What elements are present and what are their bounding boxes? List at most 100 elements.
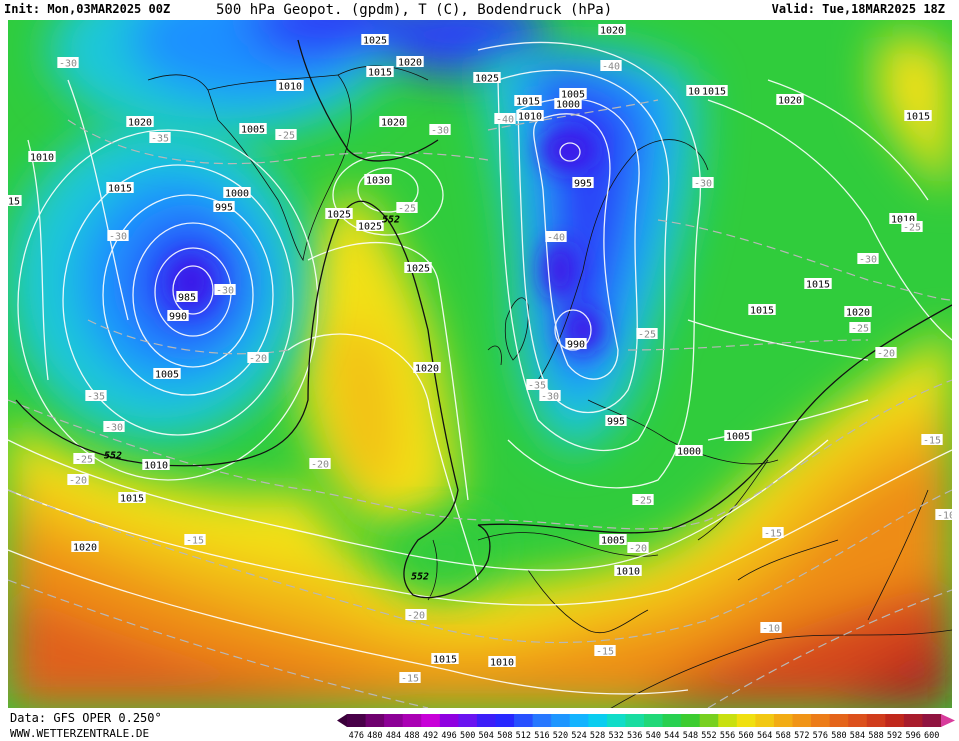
temperature-label-text: -30 — [59, 59, 77, 70]
pressure-label: 1005 — [153, 368, 181, 381]
pressure-label-box — [213, 201, 235, 212]
pressure-label: 1025 — [473, 72, 501, 85]
pressure-label-text: 1015 — [120, 494, 144, 505]
color-scale-max-arrow — [941, 714, 955, 727]
temperature-label-box — [275, 129, 297, 140]
temperature-label: -15 — [762, 527, 784, 540]
color-scale-swatch — [662, 714, 682, 727]
pressure-label-box — [118, 492, 146, 503]
temperature-label-box — [921, 434, 943, 445]
color-scale-tick-label: 560 — [738, 731, 753, 741]
temperature-label-text: -30 — [109, 232, 127, 243]
pressure-label: 1010 — [276, 80, 304, 93]
color-scale-tick-label: 492 — [423, 731, 438, 741]
pressure-label: 1015 — [118, 492, 146, 505]
color-scale-swatch — [922, 714, 942, 727]
pressure-label-box — [413, 362, 441, 373]
temperature-label-box — [103, 421, 125, 432]
pressure-label: 1020 — [379, 116, 407, 129]
pressure-label: 1015 — [514, 95, 542, 108]
temperature-label: -25 — [396, 202, 418, 215]
color-scale-swatch — [532, 714, 552, 727]
pressure-label-box — [700, 85, 728, 96]
pressure-label-box — [605, 415, 627, 426]
color-scale-tick-label: 528 — [590, 731, 605, 741]
pressure-label-box — [488, 656, 516, 667]
pressure-label-box — [106, 182, 134, 193]
temperature-label-box — [405, 609, 427, 620]
color-scale-swatch — [365, 714, 385, 727]
temperature-label: -30 — [429, 124, 451, 137]
pressure-label-box — [361, 34, 389, 45]
pressure-label-box — [126, 116, 154, 127]
pressure-label: 1025 — [361, 34, 389, 47]
pressure-label-box — [379, 116, 407, 127]
pressure-label: 1020 — [598, 24, 626, 37]
color-scale-tick-label: 568 — [776, 731, 791, 741]
pressure-label-box — [748, 304, 776, 315]
pressure-label: 1015 — [804, 278, 832, 291]
color-scale-legend: 476 480 484 488 492 496 500 504 508 512 516 520 524 5… — [337, 714, 955, 741]
temperature-label-box — [935, 509, 952, 520]
temperature-label-text: -20 — [629, 544, 647, 555]
temperature-label-box — [627, 542, 649, 553]
pressure-label-text: 1020 — [73, 543, 97, 554]
temperature-label-box — [399, 672, 421, 683]
pressure-label-text: 1025 — [327, 210, 351, 221]
pressure-label: 1005 — [724, 430, 752, 443]
pressure-label: 1005 — [559, 88, 587, 101]
pressure-label-box — [614, 565, 642, 576]
temperature-label: -25 — [632, 494, 654, 507]
pressure-label-box — [572, 177, 594, 188]
temperature-label: -30 — [692, 177, 714, 190]
pressure-label-text: 1000 — [225, 189, 249, 200]
temperature-label: -30 — [214, 284, 236, 297]
pressure-label-box — [28, 151, 56, 162]
temperature-label: -25 — [849, 322, 871, 335]
temperature-label-text: -35 — [151, 134, 169, 145]
temperature-label-text: -20 — [407, 611, 425, 622]
geopotential-label-text: 552 — [104, 451, 122, 462]
color-scale-swatch — [644, 714, 664, 727]
pressure-label: 1000 — [223, 187, 251, 200]
temperature-label: -35 — [526, 379, 548, 392]
pressure-label: 995 — [605, 415, 627, 428]
temperature-label-text: -20 — [69, 476, 87, 487]
color-scale-swatch — [885, 714, 905, 727]
geopotential-label-text: 552 — [411, 572, 429, 583]
pressure-label-box — [239, 123, 267, 134]
temperature-label-text: -25 — [634, 496, 652, 507]
pressure-label-text: 1015 — [516, 97, 540, 108]
init-time-label: Init: Mon,03MAR2025 00Z — [4, 2, 171, 16]
pressure-label: 1010 — [686, 85, 714, 98]
temperature-label-text: -25 — [903, 223, 921, 234]
temperature-label-text: -25 — [851, 324, 869, 335]
temperature-label-box — [539, 390, 561, 401]
pressure-label: 1020 — [413, 362, 441, 375]
color-scale-swatch — [421, 714, 441, 727]
temperature-label-text: -30 — [105, 423, 123, 434]
data-source-label: Data: GFS OPER 0.250° — [10, 711, 162, 725]
temperature-label-text: -15 — [923, 436, 941, 447]
geopotential-label: 552 — [104, 451, 122, 462]
color-scale-ticks: 476 480 484 488 492 496 500 504 508 512 516 520 524 5… — [349, 731, 940, 741]
pressure-label-text: 1010 — [144, 461, 168, 472]
temperature-label: -15 — [594, 645, 616, 658]
temperature-label: -20 — [627, 542, 649, 555]
temperature-label-box — [184, 534, 206, 545]
pressure-label: 1030 — [364, 174, 392, 187]
color-scale-tick-label: 588 — [868, 731, 883, 741]
pressure-label-text: 1020 — [415, 364, 439, 375]
temperature-label-text: -30 — [859, 255, 877, 266]
pressure-label-text: 1005 — [241, 125, 265, 136]
map-header: Init: Mon,03MAR2025 00Z 500 hPa Geopot. … — [0, 0, 959, 20]
pressure-label-text: 1020 — [398, 58, 422, 69]
color-scale-tick-label: 552 — [701, 731, 716, 741]
temperature-label-box — [309, 458, 331, 469]
pressure-label-text: 1015 — [806, 280, 830, 291]
weather-map[interactable]: 1025 1020 1020 1015 1025 1010 1005 1000 1015 1010… — [8, 20, 952, 708]
pressure-label-text: 1015 — [108, 184, 132, 195]
color-scale-swatch — [569, 714, 589, 727]
temperature-label-text: -15 — [596, 647, 614, 658]
color-scale-swatch — [903, 714, 923, 727]
